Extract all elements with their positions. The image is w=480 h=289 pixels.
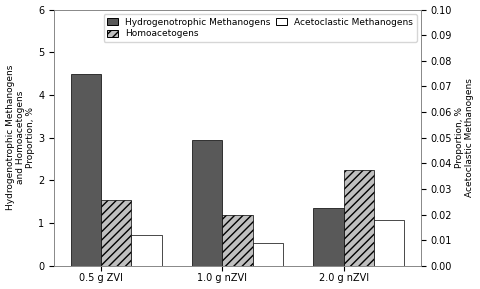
Y-axis label: Proportion, %
Acetoclastic Methanogens: Proportion, % Acetoclastic Methanogens [455, 78, 474, 197]
Bar [253, 243, 283, 266]
Bar [222, 214, 253, 266]
Bar [71, 74, 101, 266]
Bar [132, 235, 162, 266]
Bar [313, 208, 344, 266]
Legend: Hydrogenotrophic Methanogens, Homoacetogens, Acetoclastic Methanogens: Hydrogenotrophic Methanogens, Homoacetog… [104, 14, 417, 42]
Bar [101, 200, 132, 266]
Y-axis label: Hydrogenotrophic Methanogens
and Homoacetogens
Proportion, %: Hydrogenotrophic Methanogens and Homoace… [6, 65, 36, 210]
Bar [344, 170, 374, 266]
Bar [192, 140, 222, 266]
Bar [374, 220, 404, 266]
